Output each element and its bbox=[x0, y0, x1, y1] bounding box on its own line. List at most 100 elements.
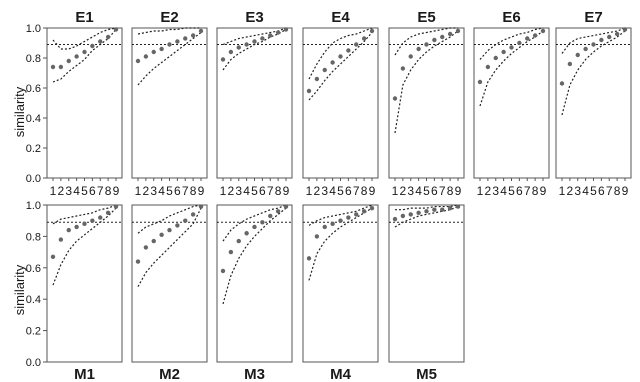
x-tick-label: 3 bbox=[235, 184, 242, 198]
panel-e5: E5 1 2 3 4 5 6 7 8 9 bbox=[388, 9, 465, 198]
data-point bbox=[346, 48, 351, 53]
lower-bound-curve bbox=[137, 32, 202, 86]
data-point bbox=[220, 268, 226, 274]
data-point bbox=[275, 209, 281, 214]
data-point bbox=[58, 237, 64, 242]
y-tick-label: 0.2 bbox=[26, 326, 41, 338]
panel-frame bbox=[555, 27, 632, 179]
y-tick-label: 0.2 bbox=[26, 143, 41, 155]
data-point bbox=[268, 213, 273, 219]
panel-e4: E4 1 2 3 4 5 6 7 8 9 bbox=[302, 9, 379, 198]
data-point bbox=[440, 207, 445, 212]
data-point bbox=[306, 88, 312, 94]
lower-bound-curve bbox=[394, 206, 459, 228]
upper-bound-curve bbox=[222, 27, 287, 46]
upper-bound-curve bbox=[479, 27, 544, 60]
data-point bbox=[361, 209, 367, 214]
lower-bound-curve bbox=[561, 30, 626, 116]
x-tick-label: 2 bbox=[58, 184, 65, 198]
y-axis-label-bottom: similarity bbox=[12, 264, 27, 315]
x-tick-label: 5 bbox=[590, 184, 597, 198]
data-point bbox=[113, 204, 119, 209]
lower-bound-curve bbox=[479, 30, 544, 107]
data-point bbox=[135, 259, 141, 264]
data-point bbox=[583, 46, 588, 52]
data-point bbox=[105, 34, 111, 40]
data-point bbox=[244, 42, 249, 47]
data-point bbox=[82, 49, 87, 55]
x-tick-label: 3 bbox=[492, 184, 499, 198]
panel-m1: M1 0.0 0.2 0.4 0.6 0.8 1.0 bbox=[26, 200, 123, 382]
data-point bbox=[82, 221, 87, 227]
data-point bbox=[167, 42, 172, 47]
lower-bound-curve bbox=[222, 28, 287, 71]
x-tick-label: 9 bbox=[198, 184, 205, 198]
panel-title: M1 bbox=[74, 366, 95, 382]
data-point bbox=[532, 33, 538, 38]
x-tick-label: 1 bbox=[559, 184, 566, 198]
data-point bbox=[90, 218, 95, 223]
upper-bound-curve bbox=[561, 27, 626, 54]
data-point bbox=[252, 224, 257, 230]
data-point bbox=[66, 227, 71, 233]
x-tick-label: 8 bbox=[275, 184, 282, 198]
x-tick-label: 5 bbox=[337, 184, 344, 198]
data-point bbox=[175, 39, 180, 44]
data-point bbox=[369, 205, 375, 211]
data-point bbox=[90, 43, 95, 49]
x-tick-label: 2 bbox=[485, 184, 492, 198]
data-point bbox=[283, 27, 289, 32]
data-point bbox=[424, 42, 429, 47]
x-tick-label: 5 bbox=[251, 184, 258, 198]
data-point bbox=[575, 52, 580, 58]
y-tick-label: 1.0 bbox=[26, 200, 41, 212]
x-tick-label: 1 bbox=[50, 184, 57, 198]
panel-title: M5 bbox=[416, 366, 437, 382]
data-point bbox=[416, 210, 421, 216]
x-tick-label: 5 bbox=[508, 184, 515, 198]
data-point bbox=[432, 207, 437, 212]
data-point bbox=[74, 54, 79, 59]
data-point bbox=[400, 66, 406, 71]
panel-title: M2 bbox=[159, 366, 180, 382]
panel-title: E6 bbox=[502, 9, 520, 26]
data-point bbox=[198, 204, 204, 209]
x-tick-label: 5 bbox=[423, 184, 430, 198]
x-tick-label: 7 bbox=[353, 184, 360, 198]
data-point bbox=[175, 223, 180, 228]
data-point bbox=[392, 96, 398, 101]
data-point bbox=[283, 204, 289, 209]
y-axis-label-top: similarity bbox=[12, 86, 27, 137]
x-tick-label: 6 bbox=[259, 184, 266, 198]
data-point bbox=[408, 212, 413, 217]
x-tick-label: 2 bbox=[314, 184, 321, 198]
x-tick-label: 3 bbox=[65, 184, 72, 198]
x-tick-label: 1 bbox=[392, 184, 399, 198]
x-tick-label: 7 bbox=[606, 184, 613, 198]
panel-m4: M4 bbox=[302, 204, 379, 382]
y-tick-label: 0.6 bbox=[26, 83, 41, 95]
data-point bbox=[167, 227, 172, 233]
data-point bbox=[105, 210, 111, 216]
x-tick-label: 7 bbox=[267, 184, 274, 198]
data-point bbox=[477, 79, 483, 85]
data-point bbox=[455, 204, 461, 209]
panel-frame bbox=[216, 204, 293, 363]
data-point bbox=[361, 36, 367, 41]
x-tick-label: 2 bbox=[143, 184, 150, 198]
panel-frame bbox=[302, 27, 379, 179]
data-point bbox=[236, 45, 241, 50]
x-tick-label: 4 bbox=[158, 184, 165, 198]
data-point bbox=[424, 209, 429, 214]
data-point bbox=[400, 213, 406, 219]
upper-bound-curve bbox=[394, 27, 458, 56]
x-tick-label: 9 bbox=[622, 184, 629, 198]
panel-m3: M3 bbox=[216, 204, 293, 382]
x-tick-label: 8 bbox=[614, 184, 621, 198]
data-point bbox=[440, 34, 445, 40]
data-point bbox=[447, 205, 453, 211]
data-point bbox=[346, 215, 351, 220]
x-tick-label: 2 bbox=[567, 184, 574, 198]
data-point bbox=[416, 46, 421, 52]
